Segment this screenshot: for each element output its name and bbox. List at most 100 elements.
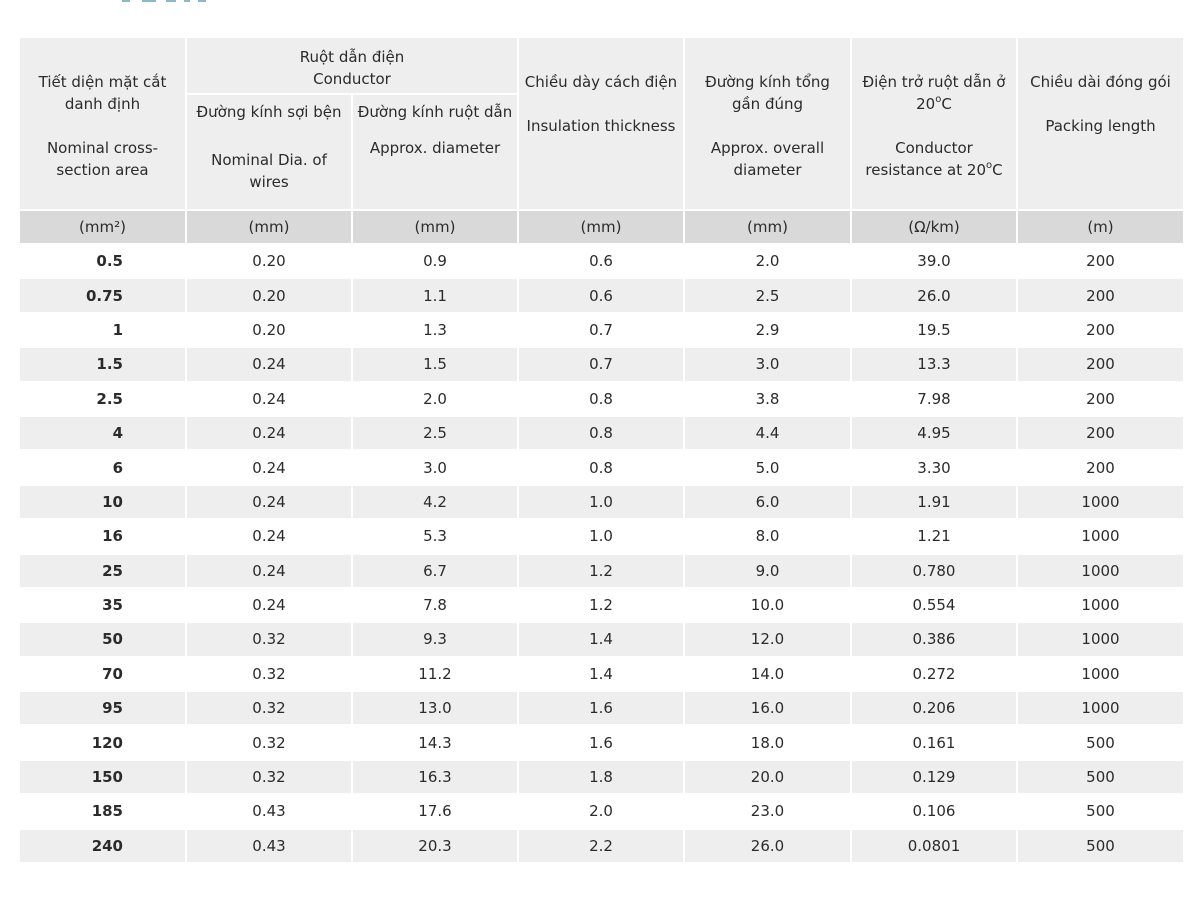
header-wire-dia-en: Nominal Dia. of wires <box>211 151 327 191</box>
resistance-cell: 7.98 <box>851 381 1018 417</box>
packing-cell: 1000 <box>1017 519 1185 555</box>
overall-dia-cell: 14.0 <box>684 656 852 693</box>
wire-dia-cell: 0.32 <box>186 691 353 727</box>
resistance-cell: 0.386 <box>851 622 1018 658</box>
overall-dia-cell: 2.5 <box>684 278 852 314</box>
table-row: 16 0.24 5.3 1.0 8.0 1.21 1000 <box>20 519 1185 555</box>
packing-cell: 500 <box>1017 794 1185 830</box>
size-cell: 50 <box>20 622 187 658</box>
size-cell: 4 <box>20 415 187 452</box>
packing-cell: 1000 <box>1017 656 1185 693</box>
cond-dia-cell: 13.0 <box>352 691 519 727</box>
header-conductor-group: Ruột dẫn điện Conductor <box>186 38 519 95</box>
resistance-cell: 0.554 <box>851 587 1018 624</box>
table-row: 35 0.24 7.8 1.2 10.0 0.554 1000 <box>20 587 1185 624</box>
cond-dia-cell: 2.0 <box>352 381 519 417</box>
cond-dia-cell: 11.2 <box>352 656 519 693</box>
size-cell: 150 <box>20 759 187 796</box>
insulation-cell: 1.0 <box>518 484 685 521</box>
size-cell: 25 <box>20 553 187 589</box>
unit-packing: (m) <box>1017 210 1185 245</box>
overall-dia-cell: 26.0 <box>684 828 852 865</box>
cond-dia-cell: 4.2 <box>352 484 519 521</box>
header-cond-dia: Đường kính ruột dẫn Approx. diameter <box>352 94 519 211</box>
size-cell: 0.5 <box>20 244 187 280</box>
table-row: 1.5 0.24 1.5 0.7 3.0 13.3 200 <box>20 347 1185 383</box>
cond-dia-cell: 20.3 <box>352 828 519 865</box>
table-row: 95 0.32 13.0 1.6 16.0 0.206 1000 <box>20 691 1185 727</box>
unit-size: (mm²) <box>20 210 187 245</box>
table-row: 50 0.32 9.3 1.4 12.0 0.386 1000 <box>20 622 1185 658</box>
overall-dia-cell: 3.0 <box>684 347 852 383</box>
table-row: 70 0.32 11.2 1.4 14.0 0.272 1000 <box>20 656 1185 693</box>
size-cell: 6 <box>20 450 187 486</box>
overall-dia-cell: 23.0 <box>684 794 852 830</box>
wire-dia-cell: 0.32 <box>186 725 353 761</box>
table-row: 240 0.43 20.3 2.2 26.0 0.0801 500 <box>20 828 1185 865</box>
header-packing: Chiều dài đóng gói Packing length <box>1017 38 1185 211</box>
resistance-cell: 13.3 <box>851 347 1018 383</box>
header-size-en: Nominal cross-section area <box>46 139 159 179</box>
resistance-cell: 4.95 <box>851 415 1018 452</box>
packing-cell: 200 <box>1017 244 1185 280</box>
overall-dia-cell: 9.0 <box>684 553 852 589</box>
cond-dia-cell: 16.3 <box>352 759 519 796</box>
resistance-cell: 0.206 <box>851 691 1018 727</box>
size-cell: 2.5 <box>20 381 187 417</box>
wire-dia-cell: 0.24 <box>186 415 353 452</box>
wire-dia-cell: 0.20 <box>186 312 353 349</box>
resistance-cell: 1.91 <box>851 484 1018 521</box>
header-packing-vi: Chiều dài đóng gói <box>1030 73 1171 91</box>
unit-resistance: (Ω/km) <box>851 210 1018 245</box>
wire-dia-cell: 0.24 <box>186 347 353 383</box>
table-row: 120 0.32 14.3 1.6 18.0 0.161 500 <box>20 725 1185 761</box>
header-cond-dia-en: Approx. diameter <box>369 139 501 157</box>
cond-dia-cell: 6.7 <box>352 553 519 589</box>
header-resistance-vi: Điện trở ruột dẫn ở 20oC <box>862 73 1006 113</box>
insulation-cell: 0.8 <box>518 415 685 452</box>
resistance-cell: 0.780 <box>851 553 1018 589</box>
header-overall-vi: Đường kính tổng gần đúng <box>705 73 830 113</box>
wire-dia-cell: 0.32 <box>186 622 353 658</box>
resistance-cell: 26.0 <box>851 278 1018 314</box>
overall-dia-cell: 18.0 <box>684 725 852 761</box>
packing-cell: 200 <box>1017 347 1185 383</box>
packing-cell: 200 <box>1017 312 1185 349</box>
insulation-cell: 2.0 <box>518 794 685 830</box>
cond-dia-cell: 3.0 <box>352 450 519 486</box>
table-row: 4 0.24 2.5 0.8 4.4 4.95 200 <box>20 415 1185 452</box>
size-cell: 120 <box>20 725 187 761</box>
header-overall: Đường kính tổng gần đúng Approx. overall… <box>684 38 852 211</box>
packing-cell: 500 <box>1017 725 1185 761</box>
wire-dia-cell: 0.24 <box>186 484 353 521</box>
insulation-cell: 0.7 <box>518 347 685 383</box>
overall-dia-cell: 4.4 <box>684 415 852 452</box>
insulation-cell: 2.2 <box>518 828 685 865</box>
wire-dia-cell: 0.32 <box>186 759 353 796</box>
header-size: Tiết diện mặt cắt danh định Nominal cros… <box>20 38 187 211</box>
cond-dia-cell: 14.3 <box>352 725 519 761</box>
size-cell: 1 <box>20 312 187 349</box>
overall-dia-cell: 6.0 <box>684 484 852 521</box>
packing-cell: 200 <box>1017 381 1185 417</box>
header-conductor-en: Conductor <box>313 70 391 88</box>
table-row: 2.5 0.24 2.0 0.8 3.8 7.98 200 <box>20 381 1185 417</box>
header-insulation-en: Insulation thickness <box>526 117 676 135</box>
cond-dia-cell: 1.5 <box>352 347 519 383</box>
insulation-cell: 1.0 <box>518 519 685 555</box>
table-row: 150 0.32 16.3 1.8 20.0 0.129 500 <box>20 759 1185 796</box>
insulation-cell: 0.6 <box>518 244 685 280</box>
size-cell: 70 <box>20 656 187 693</box>
wire-dia-cell: 0.24 <box>186 553 353 589</box>
insulation-cell: 1.4 <box>518 622 685 658</box>
packing-cell: 1000 <box>1017 622 1185 658</box>
cond-dia-cell: 1.3 <box>352 312 519 349</box>
cable-spec-table: Tiết diện mặt cắt danh định Nominal cros… <box>20 38 1185 865</box>
cond-dia-cell: 17.6 <box>352 794 519 830</box>
wire-dia-cell: 0.43 <box>186 794 353 830</box>
resistance-cell: 39.0 <box>851 244 1018 280</box>
header-overall-en: Approx. overall diameter <box>710 139 825 179</box>
packing-cell: 200 <box>1017 278 1185 314</box>
insulation-cell: 0.6 <box>518 278 685 314</box>
cond-dia-cell: 0.9 <box>352 244 519 280</box>
